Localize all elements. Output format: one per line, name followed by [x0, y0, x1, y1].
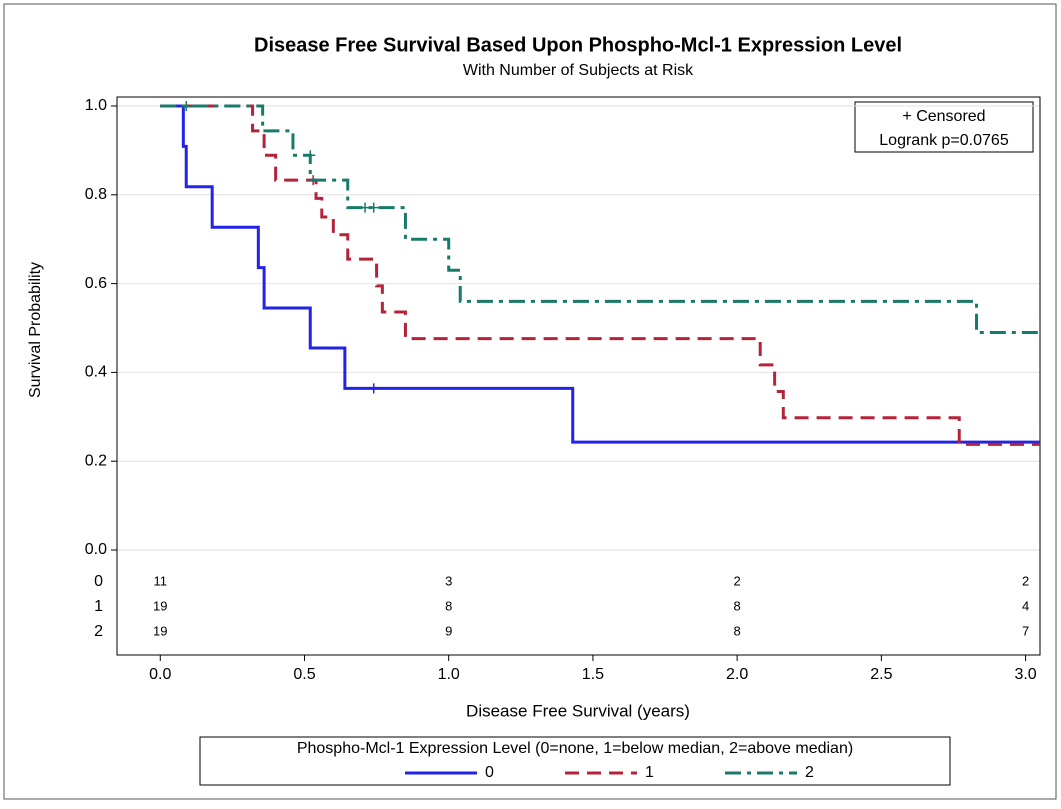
y-tick-label: 0.2: [85, 452, 107, 469]
y-tick-label: 1.0: [85, 97, 107, 114]
inset-text: + Censored: [902, 108, 985, 125]
survival-line: [160, 104, 1040, 444]
censor-mark: [368, 383, 379, 394]
x-tick-label: 1.5: [582, 666, 604, 683]
x-tick-label: 3.0: [1014, 666, 1036, 683]
legend-label: 1: [645, 764, 654, 781]
chart-title: Disease Free Survival Based Upon Phospho…: [254, 34, 902, 56]
survival-line: [160, 104, 1040, 446]
at-risk-row-label: 2: [94, 623, 103, 640]
censor-mark: [368, 202, 379, 213]
x-tick-label: 0.0: [149, 666, 171, 683]
y-axis-label: Survival Probability: [27, 262, 44, 398]
censor-mark: [305, 150, 316, 161]
at-risk-count: 19: [153, 623, 167, 638]
at-risk-count: 11: [154, 573, 168, 588]
at-risk-count: 4: [1022, 598, 1029, 613]
x-tick-label: 2.0: [726, 666, 748, 683]
at-risk-count: 19: [153, 598, 167, 613]
inset-box: [854, 101, 1034, 153]
legend-box: [199, 736, 951, 786]
y-tick-label: 0.0: [85, 541, 107, 558]
plot-frame: [116, 96, 1041, 656]
at-risk-row-label: 0: [94, 573, 103, 590]
legend-label: 2: [805, 764, 814, 781]
chart-subtitle: With Number of Subjects at Risk: [463, 62, 694, 79]
y-tick-label: 0.4: [85, 364, 107, 381]
at-risk-count: 8: [734, 598, 741, 613]
at-risk-count: 3: [445, 573, 452, 588]
at-risk-count: 9: [445, 623, 452, 638]
at-risk-count: 2: [1022, 573, 1029, 588]
at-risk-count: 7: [1022, 623, 1029, 638]
y-tick-label: 0.8: [85, 186, 107, 203]
at-risk-count: 2: [734, 573, 741, 588]
censor-mark: [181, 101, 192, 111]
censor-mark: [360, 202, 371, 213]
x-tick-label: 0.5: [293, 666, 315, 683]
inset-text: Logrank p=0.0765: [879, 132, 1009, 149]
x-tick-label: 2.5: [870, 666, 892, 683]
at-risk-count: 8: [445, 598, 452, 613]
survival-line: [160, 104, 1040, 334]
y-tick-label: 0.6: [85, 275, 107, 292]
x-axis-label: Disease Free Survival (years): [466, 701, 690, 720]
legend-label: 0: [485, 764, 494, 781]
x-tick-label: 1.0: [438, 666, 460, 683]
at-risk-count: 8: [734, 623, 741, 638]
legend-title: Phospho-Mcl-1 Expression Level (0=none, …: [297, 740, 853, 757]
at-risk-row-label: 1: [94, 598, 103, 615]
